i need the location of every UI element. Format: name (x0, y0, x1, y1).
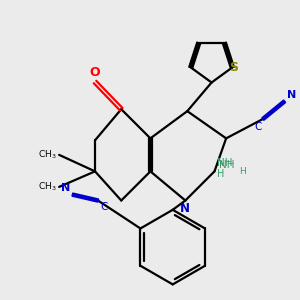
Text: O: O (90, 66, 100, 79)
Text: N: N (61, 183, 70, 193)
Text: NH: NH (218, 158, 233, 169)
Text: NH: NH (219, 160, 234, 170)
Text: S: S (229, 61, 238, 74)
Text: CH$_3$: CH$_3$ (38, 181, 56, 193)
Text: C: C (100, 202, 108, 212)
Text: N: N (287, 90, 297, 100)
Text: C: C (254, 122, 262, 132)
Text: H: H (239, 167, 246, 176)
Text: H: H (218, 169, 225, 178)
Text: N: N (180, 202, 190, 215)
Text: CH$_3$: CH$_3$ (38, 148, 56, 161)
